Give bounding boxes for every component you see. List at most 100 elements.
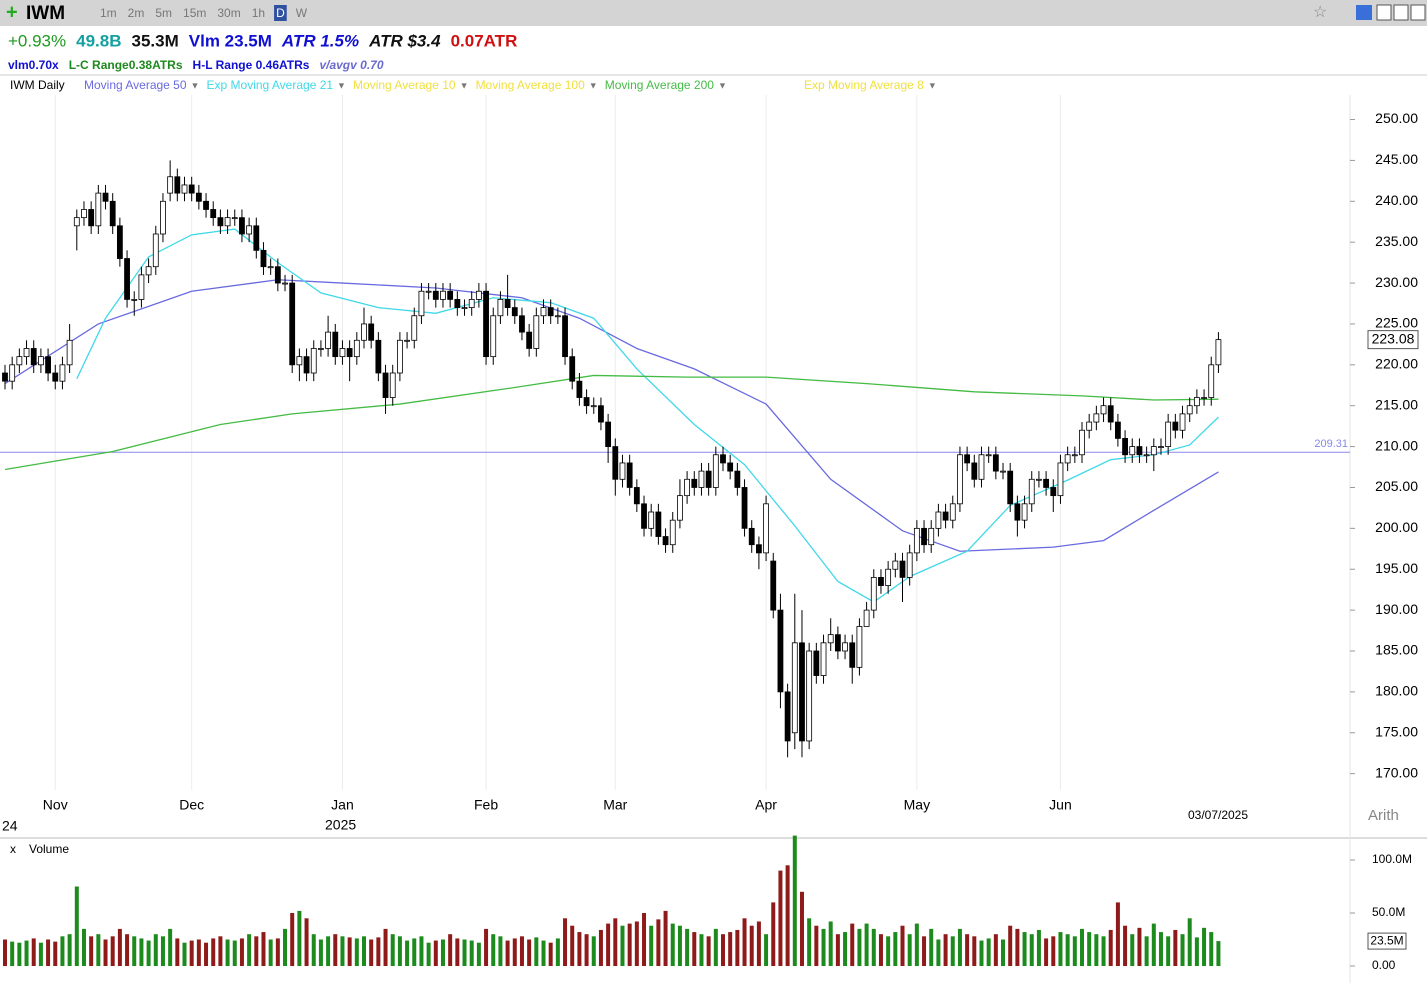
y-tick-label: 250.00 (1375, 110, 1418, 126)
candle-body (691, 478, 698, 488)
legend-arrow[interactable]: ▼ (589, 80, 598, 90)
candle-body (935, 511, 942, 529)
candle-body (1036, 478, 1042, 481)
legend-arrow[interactable]: ▼ (928, 80, 937, 90)
candle-body (641, 503, 647, 529)
timeframe-button[interactable]: 1m (100, 6, 117, 20)
legend-entry[interactable]: Moving Average 200 (605, 78, 715, 92)
candle-body (756, 544, 762, 554)
close-x[interactable]: x (10, 842, 16, 856)
indicator-line (4, 374, 1219, 471)
candle-body (447, 290, 454, 300)
candle-body (325, 331, 332, 349)
candle-body (770, 560, 777, 611)
candle-body (2, 372, 8, 382)
volume-tick-label: 50.0M (1372, 905, 1405, 919)
legend-arrow[interactable]: ▼ (460, 80, 469, 90)
legend-entry[interactable]: Moving Average 100 (476, 78, 586, 92)
volume-bar (405, 940, 410, 966)
candle-body (748, 527, 755, 546)
add-icon[interactable]: + (6, 1, 18, 23)
volume-bar (922, 936, 927, 966)
volume-bar (799, 891, 804, 966)
candle-body (1129, 446, 1136, 456)
candle-body (210, 209, 217, 219)
candle-body (705, 470, 712, 488)
legend-entry[interactable]: Moving Average 50 (84, 78, 187, 92)
candle-body (734, 470, 741, 488)
window-icon[interactable] (1376, 4, 1392, 21)
indicator-line (76, 228, 1219, 603)
stat: 49.8B (76, 31, 121, 50)
volume-bar (182, 942, 187, 966)
candle-body (1122, 438, 1128, 456)
legend-entry[interactable]: Exp Moving Average 8 (804, 78, 924, 92)
candle-body (906, 552, 913, 578)
legend-arrow[interactable]: ▼ (718, 80, 727, 90)
volume-bar (462, 939, 467, 966)
volume-bar (254, 936, 259, 966)
volume-bar (96, 934, 101, 966)
timeframe-button[interactable]: W (296, 6, 308, 20)
volume-bar (555, 938, 560, 966)
legend-arrow[interactable]: ▼ (337, 80, 346, 90)
x-tick-label: Apr (755, 797, 777, 813)
candle-body (870, 577, 877, 611)
timeframe-button[interactable]: 5m (155, 6, 172, 20)
candle-body (38, 356, 44, 366)
volume-bar (132, 936, 137, 966)
timeframe-button[interactable]: 30m (217, 6, 240, 20)
candle-body (224, 217, 231, 227)
candle-body (612, 446, 619, 480)
candle-body (648, 511, 655, 529)
volume-box (1367, 932, 1407, 950)
candle-body (332, 331, 339, 358)
volume-bar (476, 942, 481, 966)
candle-body (1000, 470, 1006, 473)
volume-bar (613, 918, 618, 966)
volume-bar (103, 939, 108, 966)
y-tick-label: 180.00 (1375, 683, 1418, 699)
candle-body (784, 691, 791, 742)
candle-body (152, 233, 159, 268)
candle-body (569, 356, 576, 382)
legend-entry[interactable]: Exp Moving Average 21 (207, 78, 334, 92)
ticker[interactable]: IWM (26, 3, 65, 24)
volume-bar (333, 934, 338, 966)
favorite-icon[interactable]: ☆ (1313, 4, 1327, 21)
volume-bar (1108, 929, 1113, 966)
y-tick-label: 225.00 (1375, 315, 1418, 331)
candle-body (1201, 397, 1207, 399)
candle-body (59, 364, 66, 382)
timeframe-button[interactable]: 2m (128, 6, 145, 20)
volume-bar (1087, 932, 1092, 966)
volume-bar (146, 940, 151, 966)
volume-bar (1051, 936, 1056, 966)
window-icon[interactable] (1393, 4, 1409, 21)
legend-arrow[interactable]: ▼ (191, 80, 200, 90)
volume-bar (390, 934, 395, 966)
volume-bar (38, 942, 43, 966)
volume-bar (1022, 932, 1027, 966)
timeframe-button[interactable]: D (276, 6, 285, 20)
candle-body (1215, 339, 1222, 366)
candle-body (9, 364, 16, 382)
candle-body (598, 405, 604, 423)
sv-icon[interactable] (1356, 5, 1372, 20)
timeframe-button[interactable]: 1h (252, 6, 265, 20)
legend-entry[interactable]: Moving Average 10 (353, 78, 456, 92)
candle-body (296, 356, 303, 366)
window-icon[interactable] (1410, 4, 1426, 21)
volume-bar (570, 925, 575, 966)
y-tick-label: 230.00 (1375, 274, 1418, 290)
volume-bar (376, 937, 381, 966)
timeframe-button[interactable]: 15m (183, 6, 206, 20)
stat: vlm0.70x (8, 58, 59, 72)
volume-bar (1008, 925, 1013, 966)
volume-bar (706, 936, 711, 966)
scale-mode[interactable]: Arith (1368, 807, 1399, 824)
volume-bar (3, 939, 7, 966)
volume-bar (663, 910, 668, 966)
volume-bar (340, 936, 345, 966)
stat: ATR 1.5% (281, 31, 359, 50)
